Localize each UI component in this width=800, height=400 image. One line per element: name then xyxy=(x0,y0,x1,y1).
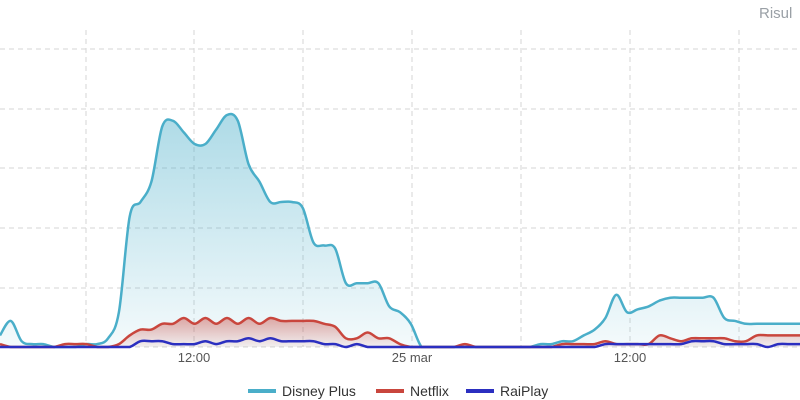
legend-swatch xyxy=(376,389,404,393)
legend-swatch xyxy=(248,389,276,393)
legend-label: Disney Plus xyxy=(282,383,356,399)
legend-item-raiplay[interactable]: RaiPlay xyxy=(466,382,548,400)
series-line-disney-plus[interactable] xyxy=(0,112,800,349)
x-axis: 12:00 25 mar 12:00 xyxy=(178,350,647,365)
series-area-netflix xyxy=(0,317,800,347)
series-area-disney-plus xyxy=(0,114,800,348)
results-label: Risul xyxy=(759,5,793,22)
x-tick-label: 25 mar xyxy=(392,350,433,365)
legend-label: Netflix xyxy=(410,383,449,399)
legend-item-disney-plus[interactable]: Disney Plus xyxy=(248,382,356,400)
legend-label: RaiPlay xyxy=(500,383,549,399)
legend: Disney Plus Netflix RaiPlay xyxy=(0,382,800,400)
legend-item-netflix[interactable]: Netflix xyxy=(376,382,449,400)
series-line-raiplay[interactable] xyxy=(0,337,800,349)
series-line-netflix[interactable] xyxy=(0,316,800,349)
x-tick-label: 12:00 xyxy=(178,350,211,365)
x-tick-label: 12:00 xyxy=(614,350,647,365)
series-layer xyxy=(0,112,800,349)
legend-swatch xyxy=(466,389,494,393)
